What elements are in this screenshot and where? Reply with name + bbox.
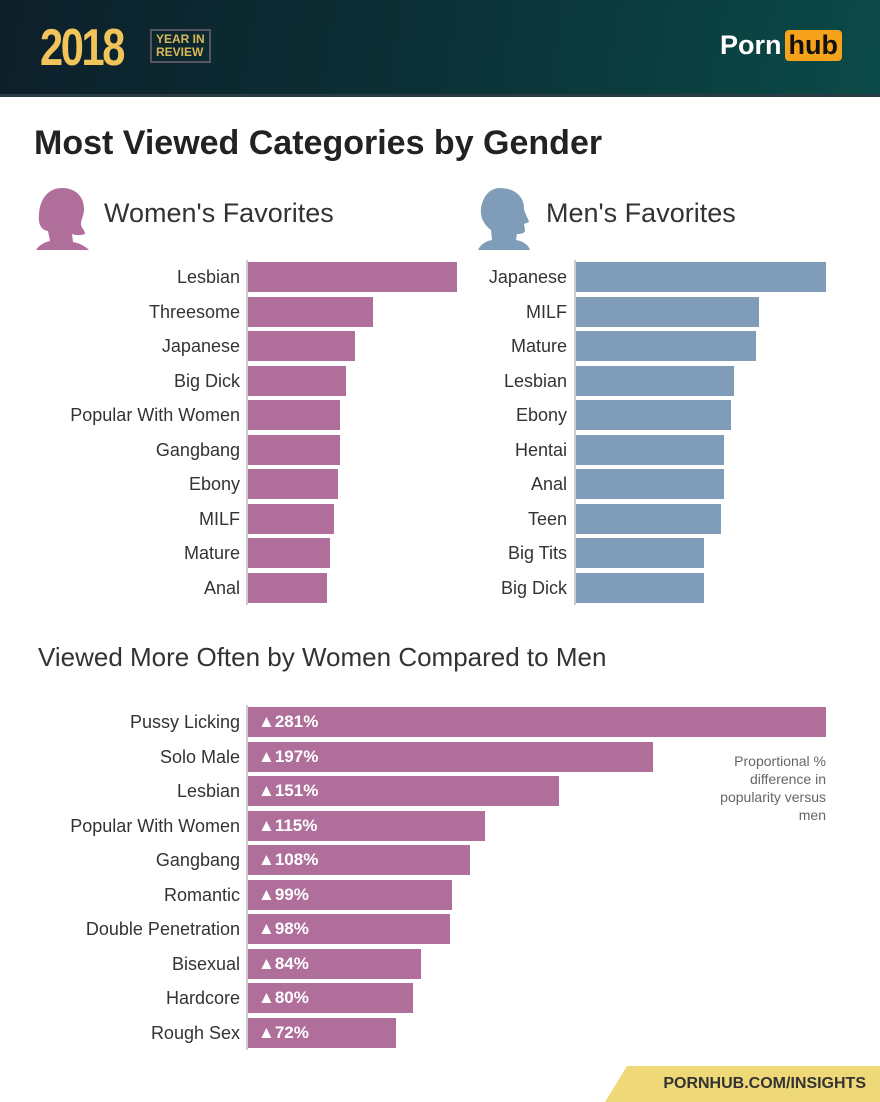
bar bbox=[576, 503, 721, 534]
bar bbox=[248, 262, 457, 292]
bar bbox=[248, 538, 330, 568]
category-label: Ebony bbox=[515, 405, 567, 425]
chart-axis bbox=[246, 260, 248, 605]
pornhub-logo: Porn hub bbox=[720, 30, 842, 61]
category-label: Popular With Women bbox=[70, 815, 240, 836]
bar bbox=[248, 983, 413, 1013]
man-silhouette-icon bbox=[478, 188, 530, 250]
category-label: Popular With Women bbox=[70, 405, 240, 425]
bar bbox=[248, 948, 421, 979]
category-label: Solo Male bbox=[159, 746, 240, 767]
category-label: Japanese bbox=[161, 336, 240, 356]
year-in-review-badge: YEAR IN REVIEW bbox=[150, 29, 211, 63]
bar bbox=[248, 810, 485, 841]
bar bbox=[576, 400, 731, 430]
bar bbox=[576, 296, 759, 327]
bar bbox=[248, 365, 347, 396]
bar bbox=[248, 469, 338, 499]
category-label: MILF bbox=[198, 508, 240, 529]
data-label: ▲80% bbox=[258, 988, 309, 1007]
bar bbox=[576, 538, 704, 568]
bar bbox=[576, 365, 734, 396]
bar bbox=[248, 845, 471, 875]
logo-left: Porn bbox=[720, 30, 782, 60]
category-label: MILF bbox=[525, 301, 567, 322]
data-label: ▲72% bbox=[258, 1022, 309, 1042]
bar bbox=[576, 331, 756, 361]
category-label: Teen bbox=[527, 508, 567, 529]
bar bbox=[576, 469, 724, 499]
category-label: Double Penetration bbox=[85, 919, 240, 939]
data-label: ▲108% bbox=[258, 850, 319, 869]
category-label: Hentai bbox=[514, 439, 567, 460]
category-label: Gangbang bbox=[155, 439, 240, 460]
bar bbox=[248, 572, 328, 603]
category-label: Big Dick bbox=[500, 577, 567, 598]
footer-url: PORNHUB.COM/INSIGHTS bbox=[663, 1075, 866, 1092]
category-label: Threesome bbox=[148, 301, 240, 322]
bar bbox=[248, 741, 654, 772]
category-label: Big Tits bbox=[507, 543, 567, 563]
category-label: Rough Sex bbox=[150, 1022, 240, 1043]
bar bbox=[248, 331, 355, 361]
data-label: ▲281% bbox=[258, 712, 319, 731]
bar bbox=[576, 434, 724, 465]
category-label: Hardcore bbox=[165, 988, 240, 1008]
data-label: ▲197% bbox=[258, 746, 319, 766]
bar bbox=[248, 1017, 397, 1048]
logo-right: hub bbox=[784, 30, 842, 61]
bar bbox=[248, 434, 340, 465]
category-label: Ebony bbox=[188, 474, 240, 494]
category-label: Big Dick bbox=[173, 370, 240, 391]
bar bbox=[248, 296, 374, 327]
bar bbox=[248, 400, 340, 430]
comparison-heading: Viewed More Often by Women Compared to M… bbox=[38, 642, 607, 672]
footer-banner: PORNHUB.COM/INSIGHTS bbox=[605, 1066, 880, 1102]
data-label: ▲84% bbox=[258, 953, 309, 973]
data-label: ▲151% bbox=[258, 781, 319, 800]
bar bbox=[248, 914, 450, 944]
chart-axis bbox=[574, 260, 576, 605]
men-favorites-heading: Men's Favorites bbox=[546, 198, 736, 228]
header-banner: 2018 YEAR IN REVIEW Porn hub bbox=[0, 0, 880, 97]
category-label: Lesbian bbox=[176, 267, 240, 287]
page-title: Most Viewed Categories by Gender bbox=[34, 124, 603, 162]
woman-silhouette-icon bbox=[36, 188, 89, 250]
bar bbox=[248, 776, 559, 806]
category-label: Pussy Licking bbox=[129, 712, 240, 732]
category-label: Lesbian bbox=[176, 781, 240, 801]
bar bbox=[576, 572, 704, 603]
bar bbox=[248, 707, 826, 737]
category-label: Bisexual bbox=[171, 953, 240, 974]
category-label: Gangbang bbox=[155, 850, 240, 870]
data-label: ▲98% bbox=[258, 919, 309, 938]
category-label: Mature bbox=[183, 543, 240, 563]
chart-annotation: Proportional % difference in popularity … bbox=[720, 753, 826, 823]
year-logo: 2018 bbox=[40, 19, 125, 77]
badge-line: YEAR IN bbox=[156, 32, 205, 46]
chart-axis bbox=[246, 705, 248, 1050]
category-label: Romantic bbox=[163, 884, 240, 905]
category-label: Lesbian bbox=[503, 370, 567, 391]
bar bbox=[576, 262, 826, 292]
women-favorites-heading: Women's Favorites bbox=[104, 198, 334, 228]
data-label: ▲99% bbox=[258, 884, 309, 904]
category-label: Japanese bbox=[488, 267, 567, 287]
badge-line: REVIEW bbox=[156, 45, 204, 59]
category-label: Anal bbox=[203, 577, 240, 598]
bar bbox=[248, 879, 452, 910]
bar bbox=[248, 503, 334, 534]
category-label: Anal bbox=[530, 474, 567, 494]
data-label: ▲115% bbox=[258, 815, 318, 835]
category-label: Mature bbox=[510, 336, 567, 356]
